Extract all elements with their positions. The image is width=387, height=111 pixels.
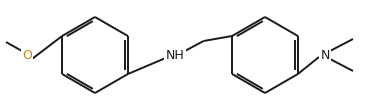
Text: N: N xyxy=(320,49,330,61)
Text: NH: NH xyxy=(166,49,184,61)
Text: O: O xyxy=(22,49,32,61)
